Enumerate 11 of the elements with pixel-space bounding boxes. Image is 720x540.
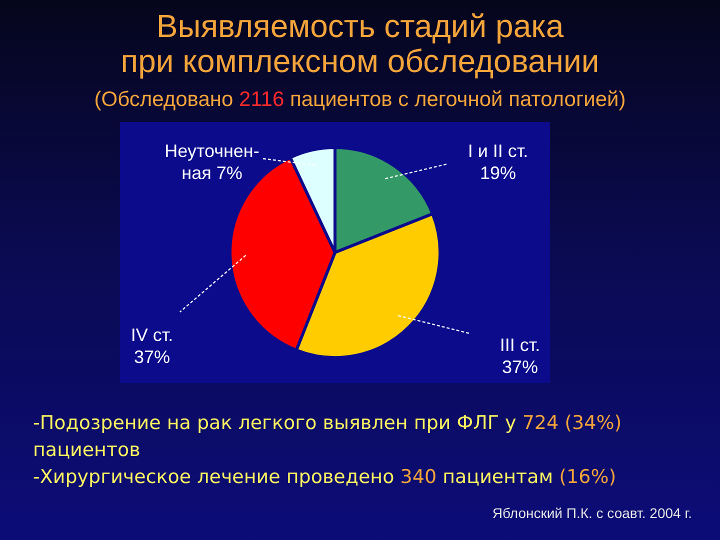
slice-label: IV ст.: [130, 325, 174, 345]
chart-subtitle: (Обследовано 2116 пациентов с легочной патологией): [93, 88, 627, 112]
slice-label: III ст.: [500, 335, 540, 355]
text: Яблонский П.К. с соавт. 2004 г.: [492, 505, 692, 521]
text: -Хирургическое лечение проведено 340 пациентам (16%): [33, 465, 618, 490]
slice-label: Неуточнен-ная 7%: [164, 141, 260, 183]
data-label: 37%: [134, 347, 170, 367]
chart-title: Выявляемость стадий рака при комплексном обследовании: [120, 8, 600, 79]
data-label: 19%: [480, 163, 516, 183]
slice-label: I и II ст.: [468, 141, 528, 161]
data-label: 37%: [502, 357, 538, 377]
